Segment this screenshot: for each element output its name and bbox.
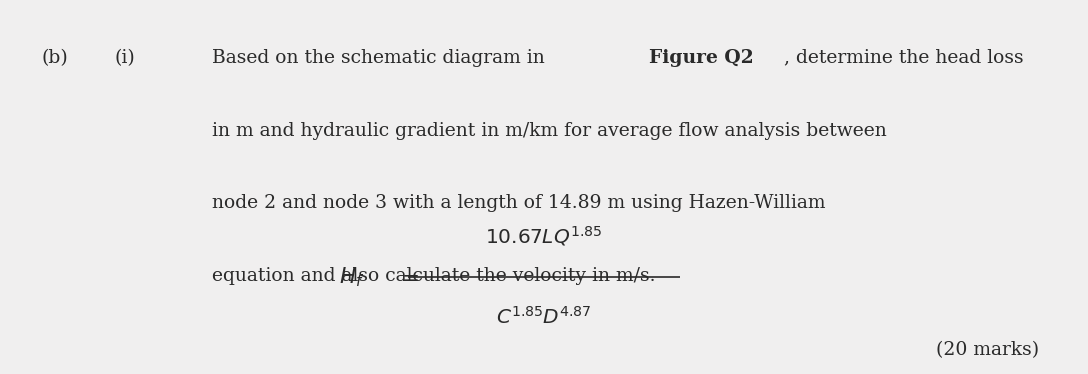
Text: (b): (b) — [41, 49, 69, 67]
Text: $C^{1.85}D^{4.87}$: $C^{1.85}D^{4.87}$ — [496, 306, 592, 328]
Text: node 2 and node 3 with a length of 14.89 m using Hazen-William: node 2 and node 3 with a length of 14.89… — [212, 194, 826, 212]
Text: equation and also calculate the velocity in m/s.: equation and also calculate the velocity… — [212, 267, 656, 285]
Text: $10.67LQ^{1.85}$: $10.67LQ^{1.85}$ — [485, 224, 603, 248]
Text: (i): (i) — [114, 49, 135, 67]
Text: in m and hydraulic gradient in m/km for average flow analysis between: in m and hydraulic gradient in m/km for … — [212, 122, 887, 140]
Text: $H_f$: $H_f$ — [339, 265, 364, 289]
Text: , determine the head loss: , determine the head loss — [784, 49, 1024, 67]
Text: Figure Q2: Figure Q2 — [650, 49, 754, 67]
Text: $=$: $=$ — [397, 266, 419, 288]
Text: Based on the schematic diagram in: Based on the schematic diagram in — [212, 49, 551, 67]
Text: (20 marks): (20 marks) — [936, 341, 1039, 359]
